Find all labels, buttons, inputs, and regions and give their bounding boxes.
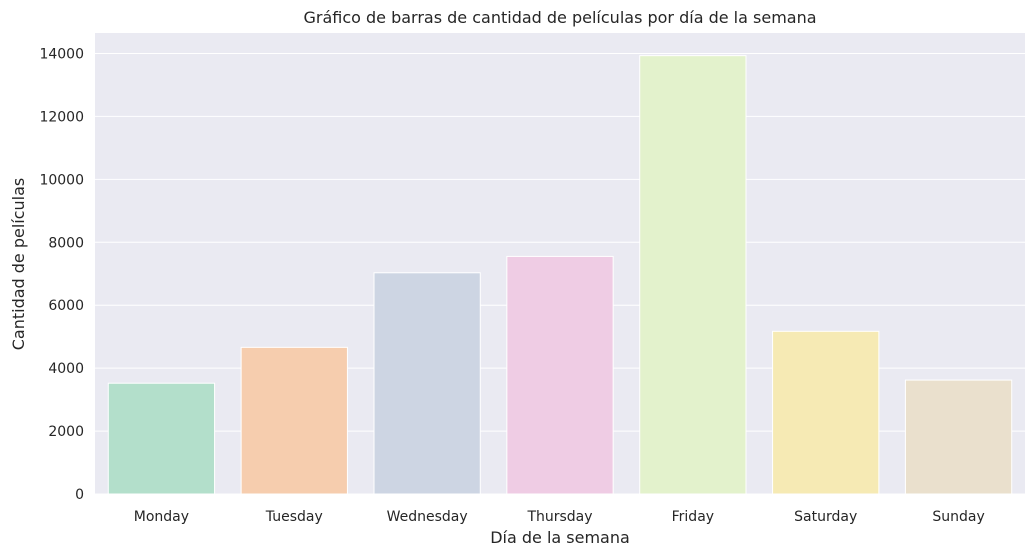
y-tick-label: 4000 (48, 361, 84, 377)
bar-tuesday (240, 346, 348, 495)
y-tick-label: 12000 (39, 109, 84, 125)
x-tick-label: Friday (672, 509, 714, 525)
bars (107, 55, 1013, 495)
bar-wednesday (373, 272, 481, 495)
x-tick-label: Saturday (794, 509, 857, 525)
x-axis-ticks: Monday Tuesday Wednesday Thursday Friday Satu… (134, 509, 985, 525)
y-axis-ticks: 0 2000 4000 6000 8000 10000 12000 14000 (39, 46, 84, 503)
y-tick-label: 2000 (48, 424, 84, 440)
x-tick-label: Tuesday (265, 509, 323, 525)
bar-saturday (772, 330, 880, 495)
y-tick-label: 10000 (39, 172, 84, 188)
x-tick-label: Monday (134, 509, 189, 525)
y-tick-label: 0 (75, 487, 84, 503)
bar-thursday (506, 255, 614, 495)
bar-monday (107, 382, 216, 495)
y-tick-label: 6000 (48, 298, 84, 314)
x-tick-label: Thursday (526, 509, 592, 525)
y-axis-label: Cantidad de películas (9, 178, 28, 351)
x-axis-label: Día de la semana (490, 528, 630, 547)
y-tick-label: 8000 (48, 235, 84, 251)
chart-title: Gráfico de barras de cantidad de películ… (303, 8, 816, 27)
x-tick-label: Wednesday (387, 509, 468, 525)
x-tick-label: Sunday (932, 509, 984, 525)
bar-sunday (904, 379, 1013, 495)
bar-friday (639, 55, 747, 495)
y-tick-label: 14000 (39, 46, 84, 62)
